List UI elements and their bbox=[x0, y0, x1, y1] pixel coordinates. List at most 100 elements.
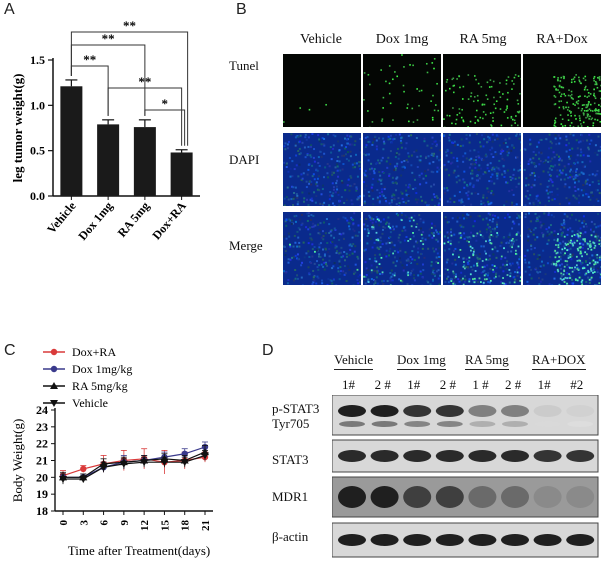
micrograph-dapi-2 bbox=[363, 133, 441, 206]
micrograph-merge-2 bbox=[363, 212, 441, 285]
legend-marker bbox=[50, 348, 58, 356]
y-tick-label: 18 bbox=[36, 504, 48, 518]
x-axis-label: Time after Treatment(days) bbox=[68, 543, 211, 558]
data-point bbox=[80, 465, 87, 473]
blot-label-stat3: STAT3 bbox=[272, 452, 309, 467]
blot-band bbox=[566, 405, 595, 417]
lane-label: 1# bbox=[342, 377, 355, 392]
lane-label: 2 # bbox=[374, 377, 391, 392]
blot-band bbox=[533, 450, 562, 462]
bar bbox=[133, 127, 156, 196]
micrograph-tunel-2 bbox=[363, 54, 441, 127]
blot-band bbox=[436, 421, 463, 427]
blot-group-label: Dox 1mg bbox=[397, 352, 446, 370]
row-label-merge: Merge bbox=[229, 238, 263, 253]
significance-bracket bbox=[107, 87, 183, 146]
legend-entry: RA 5mg/kg bbox=[72, 379, 128, 393]
lane-label: 2 # bbox=[439, 377, 457, 392]
micrograph-dapi-1 bbox=[283, 133, 361, 206]
data-point bbox=[180, 459, 189, 467]
blot-band bbox=[370, 405, 399, 417]
column-header-dox: Dox 1mg bbox=[375, 32, 429, 47]
blot-group-label: RA+DOX bbox=[532, 352, 586, 370]
blot-band bbox=[403, 534, 432, 546]
significance-label: * bbox=[162, 96, 169, 111]
blot-label-actin: β-actin bbox=[272, 529, 309, 544]
y-axis-label: leg tumor weight(g) bbox=[10, 74, 25, 183]
blot-band bbox=[338, 534, 366, 546]
significance-label: ** bbox=[83, 52, 96, 67]
data-point bbox=[140, 459, 149, 467]
blot-band bbox=[501, 534, 529, 546]
blot-band bbox=[501, 405, 529, 417]
blot-band bbox=[403, 486, 432, 508]
y-tick-label: 1.0 bbox=[30, 98, 45, 112]
western-blot-panel: Vehicle Dox 1mg RA 5mg RA+DOX 1# 2 # 1# 2 # 1 #… bbox=[262, 340, 602, 566]
micrograph-merge-1 bbox=[283, 212, 361, 285]
data-point bbox=[119, 460, 128, 468]
line-chart-body-weight: 18 19 20 21 22 23 24 0 3 6 9 12 15 18 21 Body Weight(g)… bbox=[10, 345, 213, 558]
blot-band bbox=[566, 450, 595, 462]
blot-band bbox=[371, 421, 398, 427]
blot-band bbox=[468, 486, 497, 508]
y-tick-label: 20 bbox=[36, 470, 48, 484]
lane-label: 1 # bbox=[472, 377, 489, 392]
column-header-ra-dox: RA+Dox bbox=[536, 32, 588, 47]
x-tick-label: 9 bbox=[119, 520, 131, 526]
micrograph-merge-3 bbox=[443, 212, 521, 285]
x-tick-label: 0 bbox=[58, 520, 70, 526]
micrograph-dapi-3 bbox=[443, 133, 521, 206]
blot-band bbox=[533, 534, 562, 546]
blot-band bbox=[339, 421, 365, 427]
blot-label-pstat3: p-STAT3 bbox=[272, 401, 320, 416]
blot-band bbox=[435, 486, 464, 508]
micrograph-dapi-4 bbox=[523, 133, 601, 206]
significance-label: ** bbox=[138, 74, 151, 89]
blot-band bbox=[502, 421, 528, 427]
column-header-vehicle: Vehicle bbox=[300, 32, 342, 47]
x-tick-label: 18 bbox=[180, 520, 192, 532]
panel-label-a: A bbox=[4, 1, 15, 18]
legend-marker bbox=[50, 365, 58, 373]
data-point bbox=[201, 452, 209, 460]
y-tick-label: 24 bbox=[36, 403, 48, 417]
blot-strips bbox=[332, 395, 599, 558]
tunel-dapi-panel: Vehicle Dox 1mg RA 5mg RA+Dox Tunel DAPI… bbox=[229, 32, 601, 285]
x-tick-label: 3 bbox=[78, 520, 90, 526]
legend-marker bbox=[50, 400, 58, 407]
row-label-dapi: DAPI bbox=[229, 152, 260, 167]
blot-band bbox=[403, 405, 432, 417]
blot-band bbox=[501, 450, 529, 462]
bar bbox=[60, 86, 83, 196]
y-tick-label: 1.5 bbox=[30, 53, 45, 67]
panel-label-b: B bbox=[236, 1, 247, 18]
blot-band bbox=[435, 450, 464, 462]
lane-label: #2 bbox=[570, 377, 584, 392]
x-tick-label: 15 bbox=[159, 520, 171, 532]
lane-label: 1# bbox=[407, 377, 421, 392]
x-tick-label: 12 bbox=[139, 520, 151, 532]
blot-band bbox=[501, 486, 529, 508]
blot-band bbox=[370, 486, 399, 508]
blot-band bbox=[468, 405, 497, 417]
blot-band bbox=[435, 534, 464, 546]
blot-group-label: RA 5mg bbox=[465, 352, 509, 370]
y-tick-label: 19 bbox=[36, 487, 48, 501]
data-point bbox=[99, 464, 108, 472]
significance-label: ** bbox=[102, 31, 115, 46]
blot-band bbox=[567, 421, 594, 427]
y-tick-label: 21 bbox=[36, 454, 48, 468]
blot-band bbox=[338, 405, 366, 417]
blot-band bbox=[468, 534, 497, 546]
legend-entry: Vehicle bbox=[72, 396, 108, 410]
blot-strip-pstat3 bbox=[332, 395, 599, 436]
blot-group-label: Vehicle bbox=[334, 352, 373, 370]
x-tick-label: 6 bbox=[99, 520, 111, 526]
panel-label-d: D bbox=[262, 342, 274, 359]
micrograph-merge-4 bbox=[523, 212, 601, 285]
x-tick-label: 21 bbox=[200, 520, 212, 531]
data-point bbox=[59, 476, 67, 484]
legend-entry: Dox+RA bbox=[72, 345, 116, 359]
blot-band bbox=[338, 486, 366, 508]
